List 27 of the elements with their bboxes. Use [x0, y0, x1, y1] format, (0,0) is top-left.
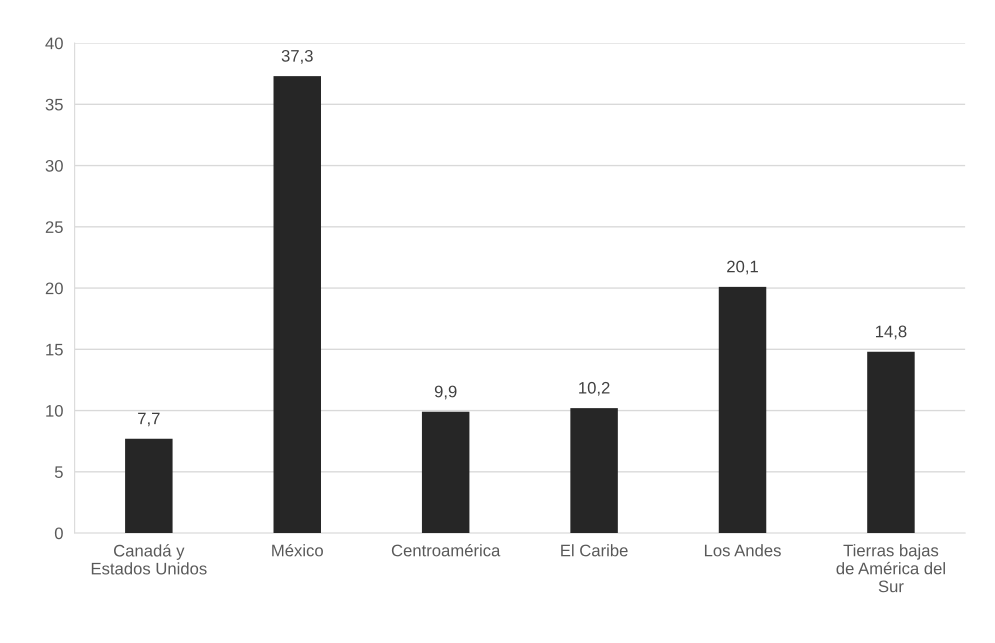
y-tick-label: 30 [46, 160, 63, 172]
y-tick-label: 0 [54, 527, 63, 540]
y-tick-label: 35 [46, 98, 63, 111]
y-tick-label: 20 [46, 282, 63, 294]
bar [125, 438, 173, 534]
data-label: 9,9 [434, 386, 456, 400]
y-tick-label: 10 [46, 404, 63, 417]
x-tick-label: México [272, 544, 323, 556]
data-label: 14,8 [876, 326, 906, 340]
x-tick-label: Canadá y Estados Unidos [92, 544, 207, 575]
y-tick-label: 40 [45, 37, 63, 50]
y-tick-label: 25 [46, 221, 63, 234]
x-tick-label: Los Andes [704, 544, 781, 556]
data-label: 10,2 [579, 382, 610, 396]
data-label: 37,3 [282, 50, 313, 64]
bar [422, 412, 470, 534]
x-tick-label: Tierras bajas de América del Sur [836, 544, 945, 592]
bar [867, 352, 915, 534]
bar [718, 286, 766, 534]
y-tick-label: 5 [54, 466, 63, 478]
y-tick-label: 15 [46, 344, 63, 356]
data-label: 20,1 [727, 260, 758, 274]
x-tick-label: Centroamérica [392, 544, 500, 556]
data-label: 7,7 [138, 412, 160, 426]
bar [274, 76, 322, 534]
x-tick-label: El Caribe [561, 544, 628, 556]
bar [570, 408, 618, 534]
